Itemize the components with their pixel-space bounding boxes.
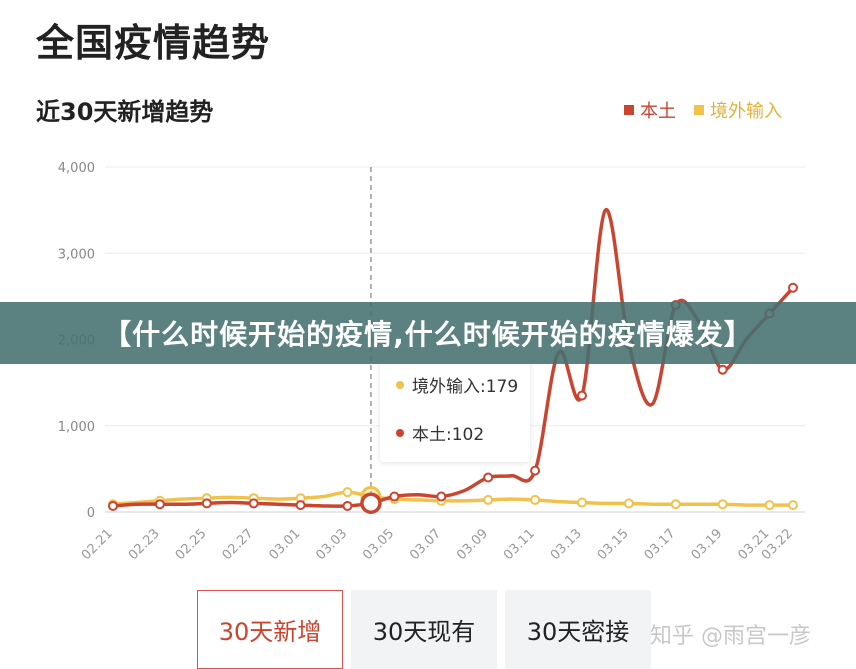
x-tick-label: 03.17 (642, 526, 679, 563)
chart-legend: 本土 境外输入 (624, 97, 782, 123)
y-tick-label: 0 (87, 506, 95, 521)
x-tick-label: 03.11 (501, 526, 538, 563)
x-tick-label: 03.19 (689, 526, 726, 563)
chart-tooltip: 境外输入:179 本土:102 (380, 352, 530, 462)
legend-item-local[interactable]: 本土 (624, 97, 676, 123)
data-point-local[interactable] (295, 500, 306, 511)
watermark: 知乎 @雨宫一彦 (650, 624, 811, 649)
data-point-local[interactable] (201, 498, 212, 509)
x-tick-label: 02.25 (173, 526, 210, 563)
chart-tabs: 30天新增 30天现有 30天密接 (197, 590, 651, 669)
data-point-imported[interactable] (576, 497, 587, 508)
tab-30day-new[interactable]: 30天新增 (197, 590, 343, 669)
data-point-local[interactable] (342, 500, 353, 511)
legend-swatch-local (624, 105, 634, 115)
legend-label-imported: 境外输入 (710, 101, 782, 122)
data-point-imported[interactable] (788, 500, 798, 511)
x-tick-label: 03.05 (360, 526, 397, 563)
data-point-imported[interactable] (342, 487, 353, 498)
data-point-imported[interactable] (530, 494, 541, 505)
y-tick-label: 4,000 (58, 161, 95, 176)
y-tick-label: 3,000 (58, 247, 95, 262)
data-point-imported[interactable] (764, 500, 775, 511)
data-point-local[interactable] (248, 498, 259, 509)
tooltip-row-imported: 境外输入:179 (396, 372, 518, 397)
x-tick-label: 02.27 (220, 526, 257, 563)
highlight-point-local[interactable] (360, 492, 382, 514)
x-tick-label: 02.23 (126, 526, 163, 563)
legend-swatch-imported (694, 105, 704, 115)
data-point-imported[interactable] (717, 499, 728, 510)
legend-label-local: 本土 (640, 101, 676, 122)
page-title: 全国疫情趋势 (36, 21, 271, 65)
x-tick-label: 03.09 (454, 526, 491, 563)
x-tick-label: 03.07 (407, 526, 444, 563)
data-point-imported[interactable] (670, 499, 681, 510)
data-point-local[interactable] (530, 465, 541, 476)
tooltip-dot-imported (396, 380, 404, 389)
x-tick-label: 03.03 (313, 526, 350, 563)
data-point-local[interactable] (108, 500, 118, 511)
data-point-local[interactable] (436, 491, 447, 502)
data-point-local[interactable] (576, 390, 587, 401)
tab-30day-contacts[interactable]: 30天密接 (505, 590, 651, 669)
x-tick-label: 02.21 (79, 526, 116, 563)
x-tick-label: 03.13 (548, 526, 585, 563)
data-point-local[interactable] (389, 491, 400, 502)
tab-30day-current[interactable]: 30天现有 (351, 590, 497, 669)
tooltip-text-local: 本土:102 (412, 425, 485, 445)
tooltip-text-imported: 境外输入:179 (412, 377, 519, 397)
data-point-local[interactable] (788, 282, 798, 293)
tooltip-dot-local (396, 428, 404, 437)
x-tick-label: 03.15 (595, 526, 632, 563)
data-point-imported[interactable] (623, 498, 634, 509)
x-tick-label: 03.01 (266, 526, 303, 563)
y-tick-label: 1,000 (58, 420, 95, 435)
data-point-local[interactable] (154, 499, 165, 510)
data-point-imported[interactable] (483, 494, 494, 505)
banner-text: 【什么时候开始的疫情,什么时候开始的疫情爆发】 (103, 318, 753, 351)
tooltip-row-local: 本土:102 (396, 420, 484, 445)
chart-subtitle: 近30天新增趋势 (36, 98, 214, 126)
data-point-local[interactable] (717, 364, 728, 375)
legend-item-imported[interactable]: 境外输入 (694, 97, 782, 123)
data-point-local[interactable] (483, 472, 494, 483)
title-banner: 【什么时候开始的疫情,什么时候开始的疫情爆发】 (0, 302, 856, 364)
